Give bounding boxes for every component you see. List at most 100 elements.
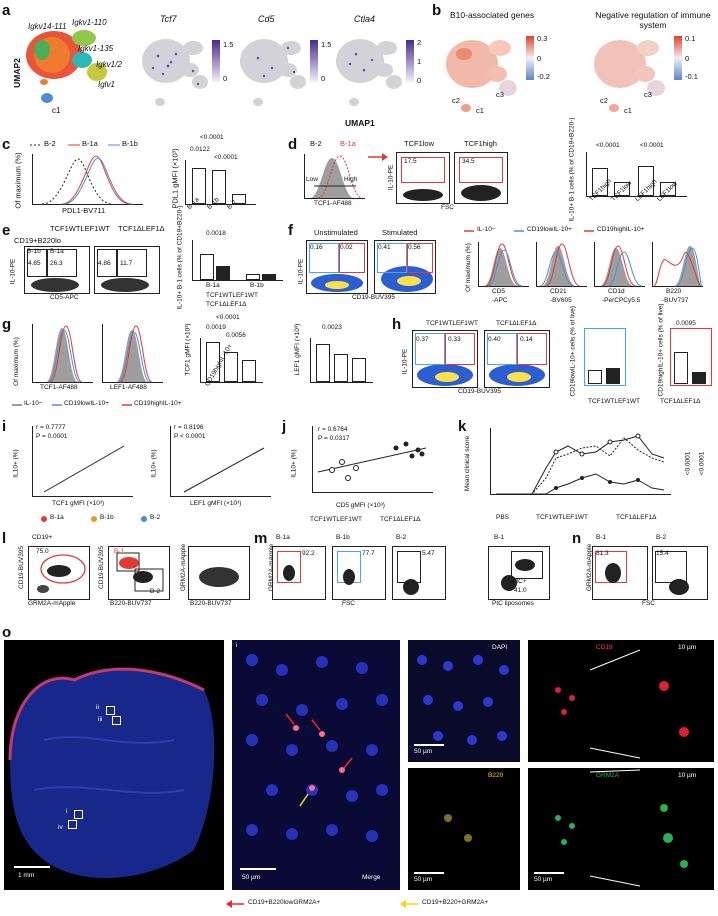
o-merge: i 50 µm Merge <box>232 640 400 890</box>
k-legend-ko: TCF1ΔLEF1Δ <box>616 514 657 521</box>
m-val-b2: 5.47 <box>422 550 435 557</box>
c-ylabel: Of maximum (%) <box>13 152 23 209</box>
o-scale-grm2a-2: 50 µm <box>534 876 553 883</box>
e-group-1: TCF1WTLEF1WT <box>50 224 110 233</box>
panel-k: Mean clinical score <0.0001 <0.0001 PBS … <box>464 420 716 528</box>
b-scale-1-mid: 0 <box>537 54 542 63</box>
panel-c: B-2 B-1a B-1b Of maximum (%) PDL1-BV711 … <box>10 134 280 218</box>
h-group-1: TCF1WTLEF1WT <box>426 320 478 327</box>
d-histogram <box>310 155 363 199</box>
e-gate-b1a: B-1a <box>50 248 64 255</box>
scale-ctla4-min: 0 <box>417 76 422 85</box>
b-umap-1 <box>446 40 517 112</box>
cluster-label-igkv1-110: Igkv1-110 <box>72 18 107 27</box>
panel-d: B-2 B-1a Low High TCF1-AF488 TCF1low TCF… <box>296 117 716 222</box>
k-axes <box>490 428 671 495</box>
h-bar1-box <box>584 328 626 386</box>
h-val-2: 0.33 <box>448 336 461 343</box>
panel-i: IL10+ (%) r = 0.7777 P = 0.0001 TCF1 gMF… <box>10 420 280 528</box>
h-val-3: 0.40 <box>488 336 501 343</box>
panel-label-f: f <box>288 222 293 239</box>
i-legend-b1b: B-1b <box>100 514 114 521</box>
f-fl-cd21: -BV605 <box>550 297 572 304</box>
j-ylabel: IL10+ (%) <box>290 449 298 478</box>
umap1-label: UMAP1 <box>345 118 375 128</box>
h-ylabel: IL-10-PE <box>401 348 409 375</box>
panel-label-g: g <box>2 316 12 333</box>
h-bar1-wt <box>588 370 602 384</box>
panel-m: B-1a B-1b B-2 B-1 GRM2A-mApple 92.2 77.7… <box>262 532 568 622</box>
e-legend-ko: TCF1ΔLEF1Δ <box>206 301 247 308</box>
panel-a: UMAP2 Igkv14-111 Igkv1-110 Igkv1-135 Igk… <box>10 10 421 120</box>
f-legend-2: CD19lowIL-10+ <box>527 226 572 233</box>
k-legend-pbs: PBS <box>496 514 510 521</box>
h-bar2-wt <box>674 352 688 384</box>
k-line-chart <box>496 433 665 495</box>
g-hist-tcf1 <box>32 324 93 383</box>
o-legend-2: CD19+B220+GRM2A+ <box>422 899 489 906</box>
o-region-iii: iii <box>98 716 103 723</box>
m-flow-b1a <box>272 546 326 600</box>
l-ylabel-1: CD19-BUV395 <box>18 546 25 589</box>
o-overview: ii iii i iv 1 mm <box>4 640 224 890</box>
e-cat-b1b: B-1b <box>250 282 264 289</box>
k-legend-wt: TCF1WTLEF1WT <box>536 514 588 521</box>
j-axes <box>312 426 433 493</box>
f-val-4: 0.56 <box>408 244 421 251</box>
umap-clusters <box>26 30 107 103</box>
i-ylabel-1: IL10+ (%) <box>12 449 20 478</box>
panel-label-l: l <box>2 530 7 547</box>
l-val: 75.0 <box>36 548 49 555</box>
h-flow-ko <box>484 330 550 388</box>
panel-label-n: n <box>572 530 582 547</box>
o-merge-label: Merge <box>362 874 381 881</box>
o-legend-arrows <box>226 900 418 908</box>
k-pval-2: <0.0001 <box>698 451 706 476</box>
cluster-label-igkv12: Igkv1/2 <box>96 60 122 69</box>
o-dapi: DAPI 50 µm <box>408 640 520 762</box>
i-stat-r1: r = 0.7777 <box>36 424 66 431</box>
m-val-b1b: 77.7 <box>362 550 375 557</box>
g-tcf-axes <box>200 338 263 383</box>
panel-label-i: i <box>2 418 7 435</box>
h-flow-wt <box>412 330 478 388</box>
b-scale-2 <box>674 36 682 80</box>
f-hist-b220 <box>652 242 703 287</box>
l-flow-2 <box>108 546 170 600</box>
d-bar-ylabel: IL-10+ B-1 cells (% of CD19+B220-) <box>568 117 576 222</box>
k-ylabel: Mean clinical score <box>464 435 472 492</box>
panel-label-k: k <box>458 418 467 435</box>
umap-tcf7 <box>142 39 208 106</box>
scale-cd5-min: 0 <box>321 74 326 83</box>
h-bar2-ko <box>692 372 706 384</box>
g-hist-x2: LEF1-AF488 <box>110 384 147 391</box>
c-pval-1: <0.0001 <box>200 134 224 141</box>
h-val-4: 0.14 <box>520 336 533 343</box>
d-legend-b2: B-2 <box>310 139 322 148</box>
f-val-3: 0.41 <box>378 244 391 251</box>
l-xlabel-3: B220-BUV737 <box>190 600 232 607</box>
j-xlabel: CD5 gMFI (×10³) <box>336 502 385 509</box>
panel-label-a: a <box>2 2 11 19</box>
f-val-1: 0.16 <box>310 244 323 251</box>
f-fl-cd5: -APC <box>492 297 508 304</box>
b-title-1: B10-associated genes <box>450 10 535 20</box>
cluster-label-c1: c1 <box>52 106 61 115</box>
gene-ctla4: Ctla4 <box>354 14 376 24</box>
b-scale-2-mid: 0 <box>685 54 690 63</box>
g-legend-2: CD19lowIL-10+ <box>64 400 109 407</box>
h-legend-wt: TCF1WTLEF1WT <box>588 398 640 405</box>
panel-label-d: d <box>288 136 298 153</box>
j-stat-p: P = 0.0317 <box>318 435 350 442</box>
c-legend-b1a: B-1a <box>82 139 98 148</box>
g-lef-ylabel: LEF1 gMFI (×10³) <box>294 323 302 376</box>
d-legend-b1a: B-1a <box>340 139 356 148</box>
b-scale-1-min: -0.2 <box>537 72 550 81</box>
o-ch-cd19: CD19 <box>596 644 613 651</box>
i-axes-2 <box>170 426 271 497</box>
i-legend <box>41 516 147 522</box>
e-cat-b1a: B-1a <box>206 282 220 289</box>
d-hist-axes <box>304 154 365 199</box>
c-legend-b1b: B-1b <box>122 139 138 148</box>
